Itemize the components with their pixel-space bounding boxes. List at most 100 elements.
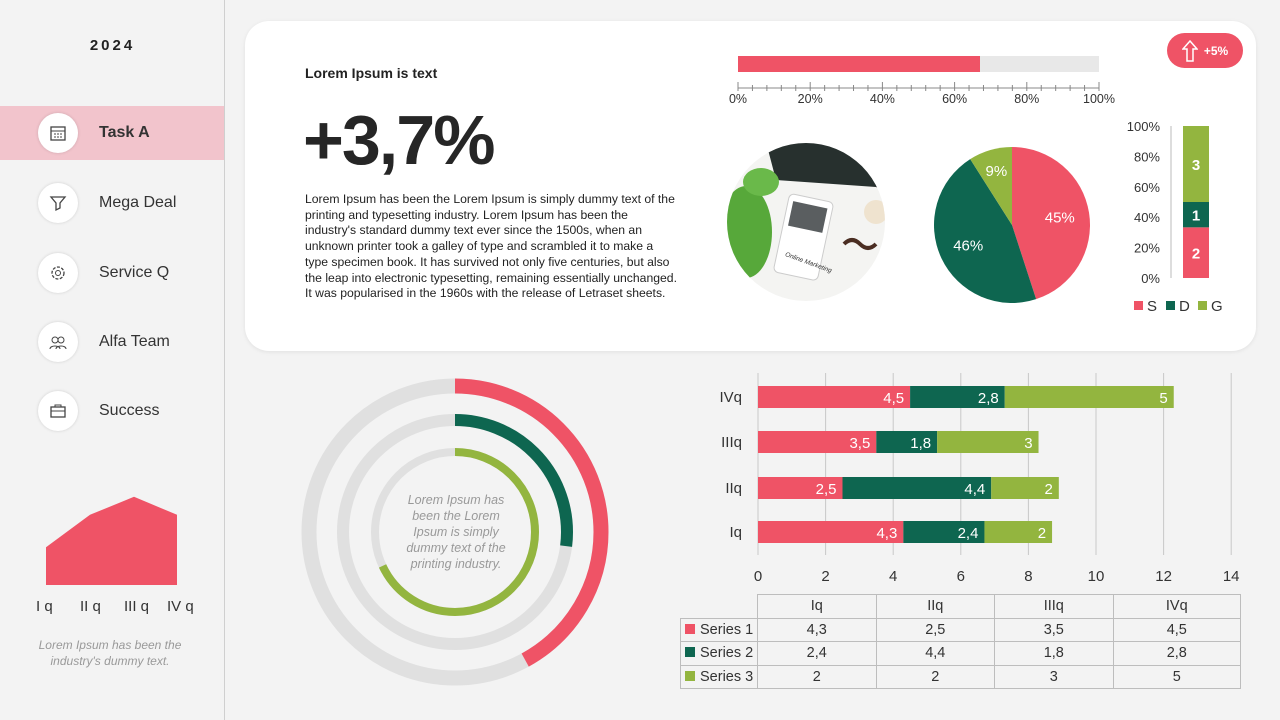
legend-swatch <box>1198 301 1207 310</box>
y-category-label: Iq <box>729 524 742 541</box>
bar-segment <box>910 386 1005 408</box>
series-name: Series 2 <box>700 645 754 662</box>
pie-label: 46% <box>953 238 983 255</box>
table-cell: 4,4 <box>875 641 996 666</box>
series-name-cell: Series 1 <box>680 617 758 642</box>
legend-swatch <box>1134 301 1143 310</box>
table-cell: 2,8 <box>1112 641 1242 666</box>
area-axis-label: IV q <box>167 598 194 615</box>
progress-fill <box>738 56 980 72</box>
sidebar-item-label: Service Q <box>99 264 170 281</box>
pie-slice <box>970 147 1012 225</box>
table-header-cell: IIIq <box>994 594 1114 619</box>
sidebar-item-service-q[interactable]: Service Q <box>0 246 224 300</box>
bar-value-label: 4,3 <box>876 525 897 542</box>
table-header-cell: IVq <box>1112 594 1242 619</box>
table-cell: 4,5 <box>1112 617 1242 642</box>
table-cell: 3 <box>994 664 1114 689</box>
series-name-cell: Series 2 <box>680 641 758 666</box>
gear-icon <box>38 253 78 293</box>
table-row: Series 1 4,3 2,5 3,5 4,5 <box>680 617 1242 642</box>
column-tick-label: 60% <box>1134 180 1160 195</box>
pie-slice <box>1012 147 1090 300</box>
column-tick-label: 20% <box>1134 241 1160 256</box>
bar-segment <box>758 521 904 543</box>
column-tick-label: 100% <box>1127 119 1161 134</box>
pie-slice <box>934 159 1037 303</box>
x-tick-label: 4 <box>889 568 897 585</box>
progress-axis <box>737 82 1100 91</box>
sidebar-item-label: Alfa Team <box>99 333 170 350</box>
area-axis-label: II q <box>80 598 101 615</box>
x-tick-label: 8 <box>1024 568 1032 585</box>
table-header-cell: IIq <box>875 594 996 619</box>
column-segment-label: 3 <box>1192 157 1200 174</box>
ring-progress <box>301 378 609 686</box>
legend-label: D <box>1179 298 1190 315</box>
column-segment-label: 2 <box>1192 246 1200 263</box>
horizontal-bar-chart: 0 2 4 6 8 10 12 14 Iq 4,3 2,4 2 IIq 2,5 4,4 2 IIIq 3,5 1,8… <box>719 373 1240 585</box>
data-table: Iq IIq IIIq IVq Series 1 4,3 2,5 3,5 4,5 Series 2… <box>680 594 1242 689</box>
column-segment <box>1183 202 1209 228</box>
column-tick-label: 40% <box>1134 210 1160 225</box>
table-cell: 2,5 <box>875 617 996 642</box>
column-tick-label: 0% <box>1141 271 1160 286</box>
donut-text: Lorem Ipsum has been the Lorem Ipsum is … <box>406 493 506 571</box>
series-name-cell: Series 3 <box>680 664 758 689</box>
sidebar-item-task-a[interactable]: Task A <box>0 106 224 160</box>
bar-segment <box>1004 386 1174 408</box>
arrow-up-icon <box>1181 39 1198 62</box>
column-segment-label: 1 <box>1192 208 1200 225</box>
bar-segment <box>991 477 1059 499</box>
bar-segment <box>758 386 911 408</box>
bar-value-label: 4,4 <box>964 481 985 498</box>
big-value: +3,7% <box>303 101 495 179</box>
series-name: Series 3 <box>700 668 754 685</box>
series-swatch <box>685 647 695 658</box>
bar-value-label: 2 <box>1044 481 1052 498</box>
table-cell: 1,8 <box>994 641 1114 666</box>
legend-swatch <box>1166 301 1175 310</box>
table-cell: 5 <box>1112 664 1242 689</box>
progress-track <box>738 56 1099 72</box>
stacked-column-chart: 0% 20% 40% 60% 80% 100% 2 S 1 D 3 G <box>1127 119 1223 315</box>
sidebar-item-label: Task A <box>99 124 150 141</box>
sidebar-item-alfa-team[interactable]: Alfa Team <box>0 315 224 369</box>
x-tick-label: 10 <box>1088 568 1105 585</box>
progress-tick-label: 100% <box>1083 92 1115 106</box>
bar-value-label: 5 <box>1159 390 1167 407</box>
column-tick-label: 80% <box>1134 149 1160 164</box>
pie-label: 45% <box>1045 209 1075 226</box>
table-header-row: Iq IIq IIIq IVq <box>680 594 1242 619</box>
area-chart <box>46 496 177 585</box>
table-cell: 2 <box>875 664 996 689</box>
sidebar-item-success[interactable]: Success <box>0 384 224 438</box>
marketing-photo: Online Marketing <box>727 143 885 301</box>
funnel-icon <box>38 183 78 223</box>
bar-value-label: 2 <box>1038 525 1046 542</box>
x-tick-label: 6 <box>957 568 965 585</box>
calendar-icon <box>38 113 78 153</box>
x-tick-label: 14 <box>1223 568 1240 585</box>
card-paragraph: Lorem Ipsum has been the Lorem Ipsum is … <box>305 192 677 301</box>
sidebar-item-label: Mega Deal <box>99 194 177 211</box>
sidebar-item-mega-deal[interactable]: Mega Deal <box>0 176 224 230</box>
progress-tick-label: 0% <box>728 92 748 106</box>
pie-chart: 45% 46% 9% <box>934 147 1090 303</box>
progress-tick-label: 20% <box>797 92 823 106</box>
bar-segment <box>842 477 992 499</box>
progress-tick-label: 80% <box>1014 92 1040 106</box>
briefcase-icon <box>38 391 78 431</box>
area-axis-label: I q <box>36 598 53 615</box>
bar-segment <box>758 431 877 453</box>
donut-rings <box>301 378 609 686</box>
bar-value-label: 2,4 <box>958 525 979 542</box>
bar-value-label: 3,5 <box>849 435 870 452</box>
ring-progress <box>337 414 573 650</box>
change-badge: +5% <box>1167 33 1243 68</box>
table-cell: 2 <box>757 664 877 689</box>
bar-segment <box>758 477 843 499</box>
column-segment <box>1183 126 1209 202</box>
y-category-label: IIIq <box>721 434 742 451</box>
